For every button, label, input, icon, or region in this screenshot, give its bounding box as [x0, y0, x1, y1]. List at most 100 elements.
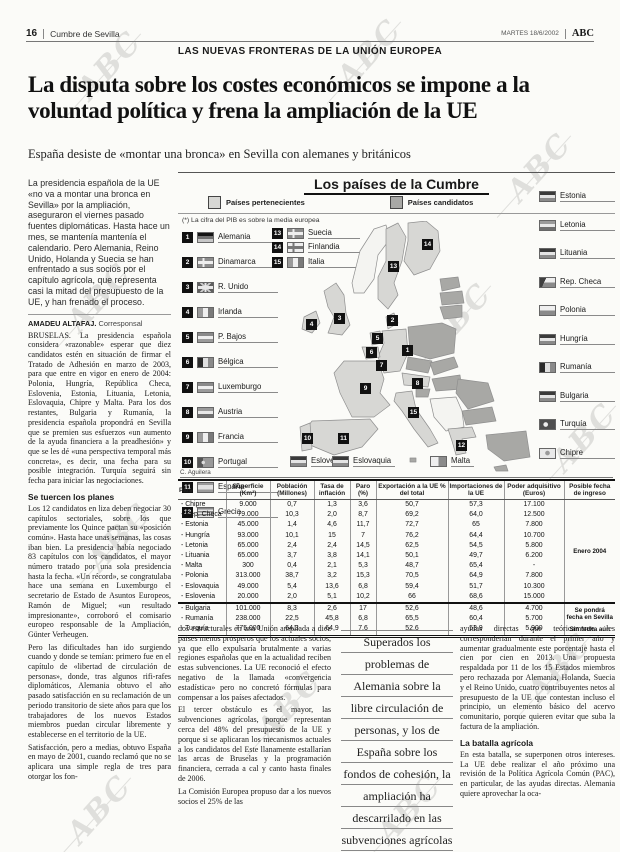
flag-hungria-icon [539, 333, 556, 345]
table-row: - Chipre 9.000 0,7 1,3 3,6 50,7 57,3 17.100 Ener… [178, 499, 615, 604]
flag-rumania-icon [539, 362, 556, 373]
value-cell: 48,7 [375, 561, 448, 572]
flag-austria-icon [197, 406, 214, 418]
candidate-country-item: Lituania [535, 248, 615, 259]
country-label: Rep. Checa [560, 277, 615, 288]
legend-swatch-icon [389, 196, 403, 209]
country-label: Estonia [560, 191, 615, 202]
pull-quote-line: subvenciones agrícolas [341, 829, 453, 851]
country-label: Luxemburgo [218, 382, 278, 393]
value-cell: 38,7 [269, 571, 314, 582]
legend-label: Países candidatos [407, 198, 474, 207]
edition-date: MARTES 18/6/2002 [501, 30, 559, 37]
value-cell: 15 [313, 530, 350, 541]
table-row: - Eslovenia 20.000 2,0 5,1 10,2 66 68,6 15.000 [178, 591, 615, 604]
table-row: - Malta 300 0,4 2,1 5,3 48,7 65,4- [178, 561, 615, 572]
country-label: Irlanda [218, 307, 278, 318]
country-label: Bélgica [218, 357, 278, 368]
pull-quote-line: personas, y los de [341, 719, 453, 741]
value-cell: 65.000 [225, 540, 270, 552]
member-country-item: 3 R. Unido [182, 281, 278, 293]
country-cell: - Hungría [181, 531, 210, 539]
value-cell: 72,7 [375, 520, 448, 531]
member-country-item: 13 Suecia [272, 227, 360, 239]
body-paragraph: ayudas directas que teóricamente les cor… [460, 624, 615, 731]
value-cell: 1,4 [269, 520, 314, 531]
value-cell: 3,2 [313, 571, 350, 582]
value-cell: 1,3 [313, 499, 350, 511]
value-cell: 3,6 [349, 499, 376, 511]
pull-quote-line: España sobre los [341, 741, 453, 763]
map-country-number-badge: 9 [360, 383, 371, 394]
country-number-badge: 5 [182, 331, 193, 343]
table-row: - Estonia 45.000 1,4 4,6 11,7 72,7 65 7.800 [178, 520, 615, 531]
country-cell: - Eslovaquia [181, 582, 219, 590]
value-cell: 5.900 [503, 624, 564, 637]
value-cell: 8,7 [349, 510, 376, 521]
flag-letonia-icon [539, 219, 556, 231]
value-cell: 70,5 [375, 571, 448, 582]
value-cell: 300 [225, 561, 270, 572]
pull-quote-line: fondos de cohesión, la [341, 763, 453, 785]
value-cell: 48,6 [447, 602, 504, 615]
member-country-item: 7 Luxemburgo [182, 381, 278, 393]
country-cell: - Polonia [181, 572, 209, 580]
value-cell: 65,4 [447, 561, 504, 572]
value-cell: 10.700 [503, 530, 564, 541]
section-title: Cumbre de Sevilla [50, 28, 120, 39]
value-cell: 2,6 [313, 602, 350, 615]
flag-dinamarca-icon [197, 256, 214, 268]
value-cell: 65,5 [375, 614, 448, 625]
table-row: - Eslovaquia 49.000 5,4 13,6 6,8 59,4 51,7 10.3… [178, 581, 615, 592]
flag-r-unido-icon [197, 281, 214, 293]
country-label: Dinamarca [218, 257, 278, 268]
value-cell: 51,7 [447, 581, 504, 592]
flag-bulgaria-icon [539, 390, 556, 402]
value-cell: 10,2 [349, 591, 376, 604]
map-country-number-badge: 12 [456, 440, 467, 451]
value-cell: 49,7 [447, 551, 504, 562]
country-label: Lituania [560, 248, 615, 259]
value-cell: 11,7 [349, 520, 376, 531]
flag-estonia-icon [539, 191, 556, 202]
country-number-badge: 8 [182, 406, 193, 418]
value-cell: 7.800 [503, 571, 564, 582]
value-cell: 22,5 [269, 614, 314, 625]
member-country-item: 4 Irlanda [182, 306, 278, 318]
value-cell: 17 [349, 602, 376, 615]
byline: AMADEU ALTAFAJ. Corresponsal [28, 319, 171, 328]
infographic-box: Los países de la Cumbre Países perteneci… [178, 172, 615, 638]
country-cell: - Letonia [181, 541, 208, 549]
value-cell: 3,7 [269, 551, 314, 562]
member-country-item: 8 Austria [182, 406, 278, 418]
europe-map-svg [299, 220, 531, 472]
country-number-badge: 10 [182, 456, 193, 468]
value-cell: 5.800 [503, 540, 564, 552]
section-subheading: Se tuercen los planes [28, 491, 115, 502]
candidate-country-item: Turquía [535, 419, 615, 430]
country-cell: - Estonia [181, 521, 209, 529]
value-cell: 313.000 [225, 571, 270, 582]
country-cell: - Chipre [181, 501, 206, 508]
member-country-item: 6 Bélgica [182, 356, 278, 368]
countries-data-table: País Superficie (Km²) Población (Millones)… [178, 479, 615, 638]
value-cell: 66 [375, 591, 448, 604]
column-rule [28, 313, 171, 315]
table-row: - Lituania 65.000 3,7 3,8 14,1 50,1 49,7 6.200 [178, 551, 615, 562]
body-paragraph: Pero las dificultades han ido surgiendo … [28, 642, 171, 739]
flag-italia-icon [287, 256, 304, 268]
flag-irlanda-icon [197, 306, 214, 318]
value-cell: - [503, 561, 564, 572]
newspaper-brand: ABC [571, 28, 594, 39]
legend-item: Países pertenecientes [208, 196, 305, 209]
candidate-country-item: Rumanía [535, 362, 615, 373]
country-label: Polonia [560, 305, 615, 316]
value-cell: 15,3 [349, 571, 376, 582]
map-country-number-badge: 14 [422, 239, 433, 250]
body-paragraph: BRUSELAS. La presidencia española consid… [28, 330, 171, 486]
pull-quote: Superados los problemas de Alemania sobre … [341, 630, 453, 851]
value-cell: 64,3 [269, 624, 314, 637]
value-cell: 50,7 [375, 499, 448, 511]
value-cell: 68,6 [447, 591, 504, 604]
table-row: - Hungría 93.000 10,1 15 7 76,2 64,4 10.700 [178, 530, 615, 541]
